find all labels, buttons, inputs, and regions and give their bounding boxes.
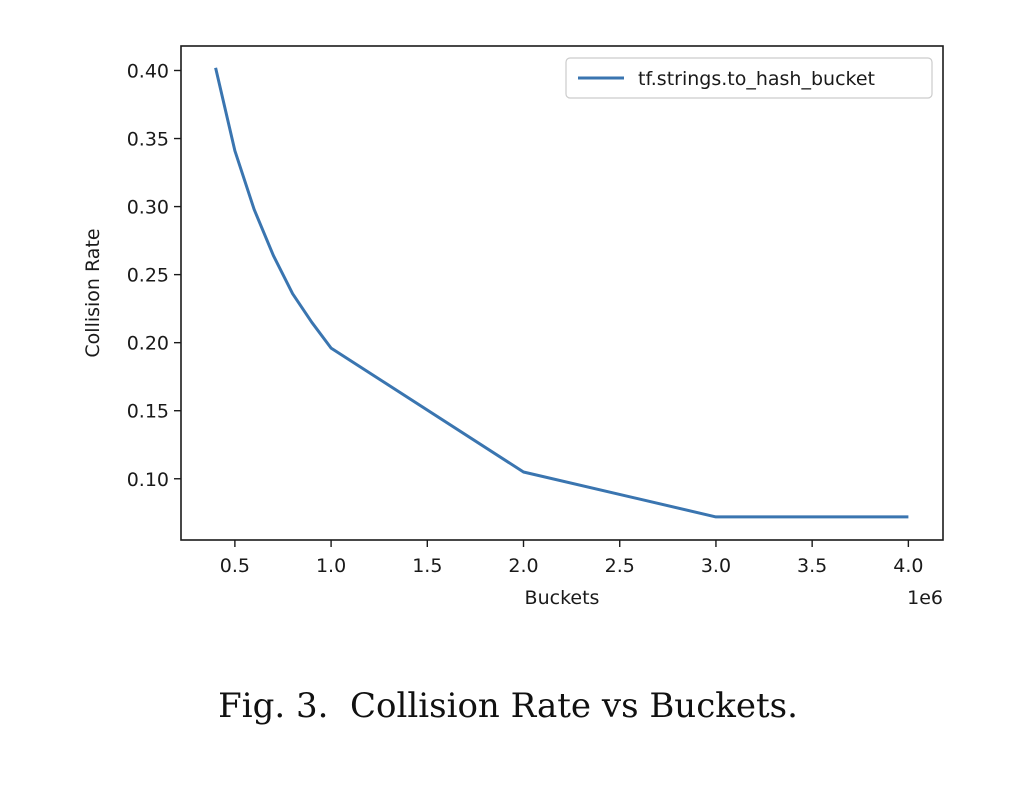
y-tick-label: 0.25 <box>127 265 169 287</box>
series-layer <box>214 67 909 519</box>
legend-entry-label: tf.strings.to_hash_bucket <box>638 68 875 90</box>
figure-caption: Fig. 3. Collision Rate vs Buckets. <box>218 686 798 726</box>
x-tick-label: 3.0 <box>701 555 731 577</box>
x-axis-label: Buckets <box>525 587 600 609</box>
y-tick-label: 0.20 <box>127 333 169 355</box>
x-tick-label: 2.5 <box>605 555 635 577</box>
y-axis-label: Collision Rate <box>82 228 104 357</box>
series-line <box>214 67 909 519</box>
legend-box <box>565 57 933 99</box>
x-tick-label: 0.5 <box>220 555 250 577</box>
legend: tf.strings.to_hash_bucket <box>565 57 933 99</box>
x-tick-label: 4.0 <box>893 555 923 577</box>
x-tick-label: 1.0 <box>316 555 346 577</box>
x-tick-label: 1.5 <box>412 555 442 577</box>
y-tick-label: 0.40 <box>127 60 169 82</box>
x-tick-label: 2.0 <box>508 555 538 577</box>
line-chart: 0.5 1.0 1.5 2.0 2.5 3.0 3.5 4.0 0.10 0.15 0.20 0.2… <box>82 45 944 609</box>
y-tick-label: 0.30 <box>127 197 169 219</box>
plot-frame <box>180 45 944 541</box>
x-axis-ticks: 0.5 1.0 1.5 2.0 2.5 3.0 3.5 4.0 <box>220 540 923 577</box>
y-tick-label: 0.15 <box>127 401 169 423</box>
y-tick-label: 0.10 <box>127 469 169 491</box>
x-tick-label: 3.5 <box>797 555 827 577</box>
y-axis-ticks: 0.10 0.15 0.20 0.25 0.30 0.35 0.40 <box>127 60 181 491</box>
x-axis-offset-label: 1e6 <box>907 587 943 609</box>
y-tick-label: 0.35 <box>127 129 169 151</box>
